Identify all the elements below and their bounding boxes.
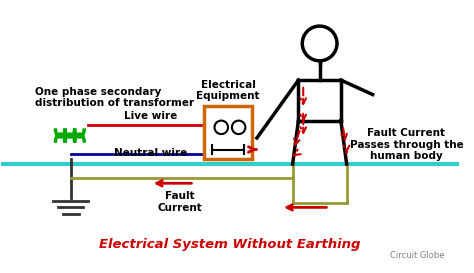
Text: Fault
Current: Fault Current (157, 191, 202, 213)
Text: Circuit Globe: Circuit Globe (391, 251, 445, 260)
Text: Electrical
Equipment: Electrical Equipment (196, 80, 260, 101)
Text: One phase secondary
distribution of transformer: One phase secondary distribution of tran… (35, 87, 194, 108)
Text: Live wire: Live wire (124, 111, 177, 121)
Text: Electrical System Without Earthing: Electrical System Without Earthing (99, 238, 361, 251)
Text: Fault Current
Passes through the
human body: Fault Current Passes through the human b… (349, 128, 463, 161)
Bar (204, 106, 252, 159)
Text: Neutral wire: Neutral wire (114, 148, 188, 158)
